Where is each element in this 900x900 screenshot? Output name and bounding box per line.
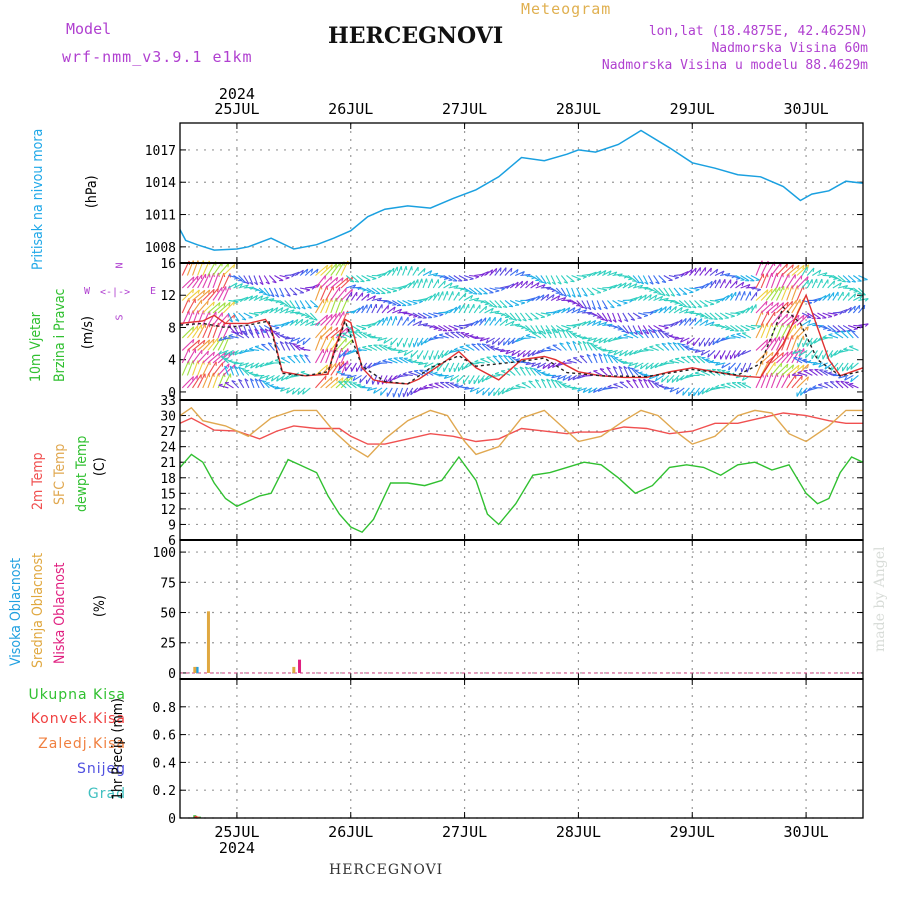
cloud-low-label: Niska Oblacnost <box>52 562 68 665</box>
series-0-0-line <box>179 129 864 251</box>
product-label: Meteogram <box>521 0 612 18</box>
y-tick-label: 50 <box>160 607 176 622</box>
y-tick-label: 6 <box>168 534 176 549</box>
y-tick-label: 1017 <box>145 144 176 159</box>
top-date-label: 29JUL <box>670 100 715 118</box>
y-tick-label: 9 <box>168 518 176 533</box>
dewpt-label: dewpt Temp <box>74 435 90 512</box>
konvek-kisa-bar <box>194 815 198 818</box>
bottom-date-label: 29JUL <box>670 823 715 841</box>
panel-frame <box>179 678 864 819</box>
y-tick-label: 1011 <box>145 209 176 224</box>
y-tick-label: 0.4 <box>153 756 177 771</box>
y-tick-label: 33 <box>160 394 176 409</box>
srednja-oblacnost-bar <box>206 611 210 673</box>
y-tick-label: 0.6 <box>153 729 176 744</box>
srednja-oblacnost-bar <box>193 666 197 673</box>
top-year-label: 2024 <box>219 85 255 103</box>
y-tick-label: 0.8 <box>153 701 176 716</box>
y-tick-label: 0.2 <box>153 784 176 799</box>
lonlat-label: lon,lat (18.4875E, 42.4625N) <box>648 24 868 39</box>
compass-e: E <box>150 286 157 297</box>
pressure-unit: (hPa) <box>84 175 100 209</box>
y-tick-label: 27 <box>160 425 176 440</box>
y-tick-label: 1014 <box>145 176 176 191</box>
precip-unit: 1hr Precip (mm) <box>110 698 126 800</box>
legend-grad: Grad <box>87 786 126 802</box>
y-tick-label: 0 <box>168 812 176 827</box>
panel-frame <box>179 539 864 680</box>
y-tick-label: 16 <box>160 257 176 272</box>
model-name: wrf-nmm_v3.9.1 e1km <box>62 48 253 66</box>
y-tick-label: 4 <box>168 354 176 369</box>
top-date-label: 25JUL <box>214 100 259 118</box>
model-altitude-label: Nadmorska Visina u modelu 88.4629m <box>601 58 868 73</box>
compass-s: S <box>114 314 126 321</box>
y-tick-label: 8 <box>168 321 176 336</box>
pressure-label: Pritisak na nivou mora <box>30 128 46 270</box>
legend-snijeg: Snijeg <box>76 761 126 777</box>
y-tick-label: 30 <box>160 410 176 425</box>
legend-konvek-kisa: Konvek.Kisa <box>30 711 126 727</box>
tsfc-label: SFC Temp <box>52 443 68 505</box>
bottom-date-label: 26JUL <box>328 823 373 841</box>
wind-label-1: 10m Vjetar <box>28 312 44 382</box>
credit-text: made by Angel <box>872 546 888 653</box>
temp-unit: (C) <box>92 457 108 476</box>
panel-frame <box>179 122 864 264</box>
model-label: Model <box>66 20 112 38</box>
wind-label-2: Brzina i Pravac <box>52 288 68 382</box>
y-tick-label: 0 <box>168 386 176 401</box>
y-tick-label: 75 <box>160 576 176 591</box>
dewpt-temp-line <box>179 453 864 534</box>
cloud-high-label: Visoka Oblacnost <box>8 557 24 666</box>
zaledj-kisa-bar <box>196 816 200 818</box>
chart-title: HERCEGNOVI <box>328 23 504 49</box>
top-date-label: 28JUL <box>556 100 601 118</box>
footer-station: HERCEGNOVI <box>329 862 444 878</box>
bottom-date-label: 30JUL <box>784 823 829 841</box>
altitude-label: Nadmorska Visina 60m <box>711 41 868 56</box>
niska-oblacnost-bar <box>298 659 302 673</box>
y-tick-label: 12 <box>160 289 176 304</box>
bottom-date-label: 28JUL <box>556 823 601 841</box>
top-date-label: 30JUL <box>784 100 829 118</box>
y-tick-label: 100 <box>153 546 176 561</box>
cloud-unit: (%) <box>92 595 108 617</box>
series-1-1-line <box>179 306 864 385</box>
top-date-label: 27JUL <box>442 100 487 118</box>
y-tick-label: 24 <box>160 441 176 456</box>
sfc-temp-line <box>179 406 863 458</box>
bottom-date-label: 25JUL <box>214 823 259 841</box>
y-tick-label: 1008 <box>145 241 176 256</box>
2m-temp-line <box>179 412 863 445</box>
legend-ukupna-kisa: Ukupna Kisa <box>28 687 126 703</box>
y-tick-label: 21 <box>160 456 176 471</box>
t2m-label: 2m Temp <box>30 452 46 510</box>
cloud-mid-label: Srednja Oblacnost <box>30 552 46 668</box>
top-date-label: 26JUL <box>328 100 373 118</box>
legend-zaledj-kisa: Zaledj.Kisa <box>38 736 126 752</box>
compass-w: W <box>84 286 91 297</box>
srednja-oblacnost-bar <box>292 666 296 673</box>
y-tick-label: 0 <box>168 667 176 682</box>
visoka-oblacnost-bar <box>195 666 199 673</box>
compass-arrows-icon: <-|-> <box>100 287 131 298</box>
y-tick-label: 15 <box>160 487 176 502</box>
compass-n: N <box>114 262 126 269</box>
y-tick-label: 25 <box>160 637 176 652</box>
y-tick-label: 12 <box>160 503 176 518</box>
y-tick-label: 18 <box>160 472 176 487</box>
wind-barbs <box>181 260 869 398</box>
bottom-date-label: 27JUL <box>442 823 487 841</box>
bottom-year-label: 2024 <box>219 839 255 857</box>
wind-unit: (m/s) <box>80 316 96 349</box>
